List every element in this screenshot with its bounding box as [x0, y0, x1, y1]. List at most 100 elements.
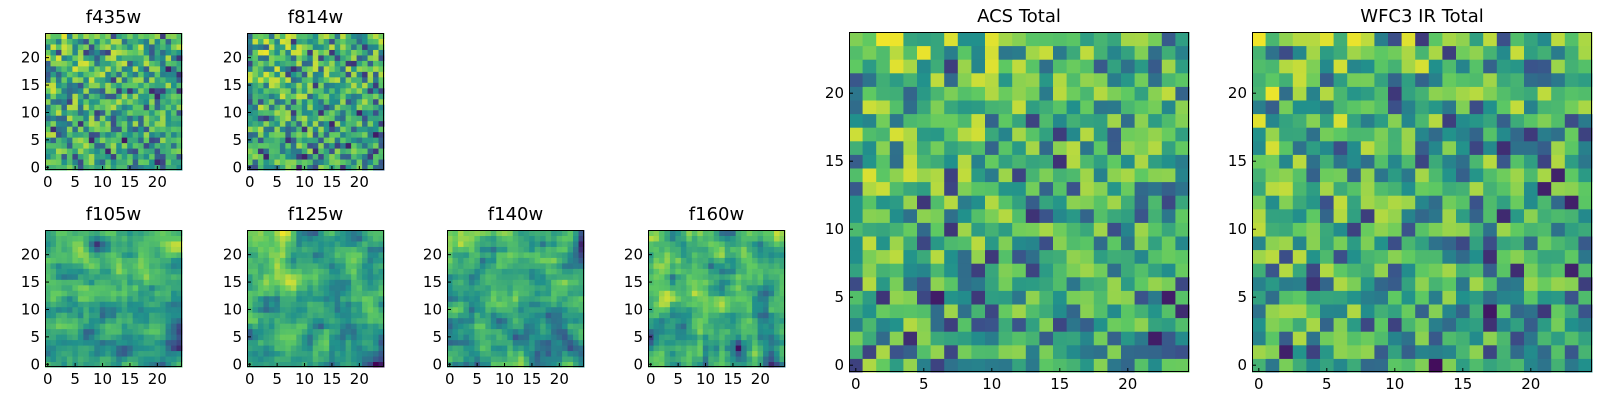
heatmap-cell	[930, 249, 945, 264]
heatmap-cell	[1524, 276, 1539, 291]
heatmap-cell	[116, 339, 123, 346]
heatmap-cell	[730, 339, 737, 346]
heatmap-cell	[447, 257, 453, 264]
heatmap-cell	[474, 306, 481, 313]
heatmap-cell	[83, 137, 90, 144]
heatmap-cell	[307, 164, 314, 171]
heatmap-cell	[367, 126, 374, 133]
heatmap-cell	[1537, 222, 1552, 237]
heatmap-cell	[1510, 222, 1525, 237]
heatmap-cell	[307, 279, 314, 286]
heatmap-cell	[45, 328, 51, 335]
heatmap-cell	[567, 361, 574, 368]
heatmap-cells	[1252, 32, 1593, 373]
heatmap-cell	[61, 126, 68, 133]
heatmap-cell	[876, 100, 891, 115]
heatmap-cell	[323, 323, 330, 330]
heatmap-cell	[529, 317, 536, 324]
heatmap-cell	[447, 240, 453, 247]
heatmap-cell	[768, 345, 775, 352]
heatmap-cell	[340, 350, 347, 357]
heatmap-cell	[66, 262, 73, 269]
heatmap-cell	[1510, 236, 1525, 251]
heatmap-cell	[545, 273, 552, 280]
heatmap-cell	[45, 301, 51, 308]
heatmap-cell	[556, 251, 563, 258]
heatmap-cell	[367, 120, 374, 127]
heatmap-cell	[507, 339, 514, 346]
heatmap-cell	[490, 279, 497, 286]
heatmap-cell	[686, 334, 693, 341]
heatmap-cell	[447, 246, 453, 253]
heatmap-cell	[50, 137, 57, 144]
heatmap-cell	[507, 323, 514, 330]
heatmap-cell	[735, 356, 742, 363]
heatmap-cell	[551, 240, 558, 247]
heatmap-cell	[252, 98, 259, 105]
heatmap-cell	[540, 317, 547, 324]
x-tick-label: 20	[751, 370, 770, 388]
heatmap-cell	[551, 295, 558, 302]
heatmap-cell	[279, 262, 286, 269]
heatmap-cell	[664, 350, 671, 357]
heatmap-cell	[99, 323, 106, 330]
heatmap-cell	[55, 126, 62, 133]
heatmap-cell	[105, 60, 112, 67]
heatmap-cell	[534, 312, 541, 319]
heatmap-cell	[345, 262, 352, 269]
heatmap-cell	[307, 345, 314, 352]
heatmap-cell	[1134, 263, 1149, 278]
heatmap-cell	[752, 323, 759, 330]
heatmap-cell	[301, 279, 308, 286]
heatmap-cell	[1279, 304, 1294, 319]
y-tick-label: 20	[223, 49, 242, 67]
heatmap-cell	[143, 350, 150, 357]
heatmap-cell	[768, 339, 775, 346]
heatmap-cell	[518, 350, 525, 357]
heatmap-cell	[1025, 331, 1040, 346]
heatmap-cell	[1279, 181, 1294, 196]
heatmap-cell	[763, 312, 770, 319]
heatmap-cell	[889, 331, 904, 346]
heatmap-cell	[971, 304, 986, 319]
heatmap-cell	[378, 334, 385, 341]
heatmap-cell	[1175, 140, 1190, 155]
heatmap-cell	[110, 328, 117, 335]
heatmap-cell	[1306, 249, 1321, 264]
heatmap-cell	[1265, 344, 1280, 359]
heatmap-cell	[578, 328, 585, 335]
heatmap-cell	[160, 334, 167, 341]
heatmap-cell	[774, 339, 781, 346]
heatmap-cell	[518, 235, 525, 242]
heatmap-cell	[121, 246, 128, 253]
heatmap-cell	[247, 104, 253, 111]
heatmap-cell	[930, 304, 945, 319]
heatmap-cell	[138, 109, 145, 116]
heatmap-cell	[774, 317, 781, 324]
heatmap-cell	[485, 334, 492, 341]
heatmap-cell	[351, 334, 358, 341]
heatmap-cell	[351, 262, 358, 269]
heatmap-cell	[1442, 127, 1457, 142]
heatmap-cell	[296, 98, 303, 105]
heatmap-cell	[77, 295, 84, 302]
heatmap-cell	[263, 38, 270, 45]
heatmap-cell	[876, 140, 891, 155]
heatmap-cell	[362, 312, 369, 319]
heatmap-cell	[1360, 304, 1375, 319]
heatmap-cell	[556, 235, 563, 242]
heatmap-cell	[680, 345, 687, 352]
heatmap-cell	[691, 240, 698, 247]
heatmap-cell	[774, 246, 781, 253]
heatmap-cell	[1469, 331, 1484, 346]
heatmap-cell	[691, 290, 698, 297]
heatmap-cell	[1161, 344, 1176, 359]
heatmap-cell	[1483, 236, 1498, 251]
heatmap-cell	[323, 334, 330, 341]
heatmap-cell	[99, 131, 106, 138]
heatmap-cell	[116, 257, 123, 264]
heatmap-cell	[985, 208, 1000, 223]
heatmap-cell	[930, 317, 945, 332]
heatmap-cell	[307, 273, 314, 280]
heatmap-cell	[296, 273, 303, 280]
